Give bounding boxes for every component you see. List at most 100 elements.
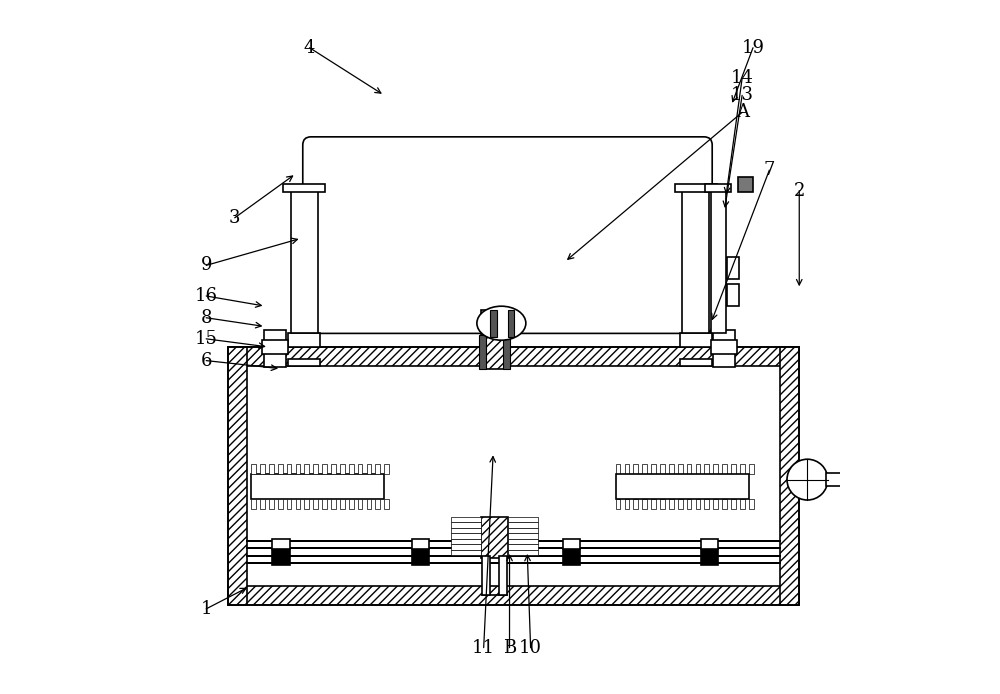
Bar bbox=[228, 586, 799, 605]
Text: 11: 11 bbox=[472, 638, 495, 657]
Bar bbox=[482, 556, 490, 595]
Bar bbox=[704, 500, 709, 509]
Bar bbox=[727, 257, 739, 279]
Bar bbox=[696, 464, 700, 473]
Bar bbox=[508, 517, 538, 523]
Bar bbox=[704, 464, 709, 473]
Text: 13: 13 bbox=[731, 86, 754, 104]
Text: 7: 7 bbox=[764, 161, 775, 179]
Bar bbox=[278, 500, 283, 509]
Bar bbox=[678, 500, 683, 509]
Text: 3: 3 bbox=[229, 209, 241, 227]
Bar bbox=[740, 464, 745, 473]
Bar bbox=[269, 500, 274, 509]
Bar bbox=[508, 544, 538, 550]
Bar bbox=[375, 464, 380, 473]
Bar bbox=[367, 500, 371, 509]
Bar bbox=[349, 464, 354, 473]
Bar bbox=[322, 464, 327, 473]
Bar bbox=[682, 191, 709, 333]
Bar bbox=[687, 464, 691, 473]
Bar bbox=[625, 464, 629, 473]
Bar bbox=[340, 500, 345, 509]
Bar bbox=[451, 539, 481, 544]
Bar bbox=[731, 500, 736, 509]
Bar bbox=[633, 464, 638, 473]
Text: 15: 15 bbox=[195, 330, 218, 348]
FancyBboxPatch shape bbox=[303, 137, 712, 333]
Bar bbox=[713, 500, 718, 509]
Bar bbox=[642, 464, 647, 473]
Ellipse shape bbox=[477, 306, 526, 340]
Bar bbox=[287, 464, 291, 473]
Bar bbox=[651, 500, 656, 509]
Bar bbox=[375, 500, 380, 509]
Bar bbox=[228, 347, 247, 605]
Text: A: A bbox=[736, 103, 749, 121]
Bar bbox=[228, 347, 799, 366]
Bar bbox=[749, 500, 754, 509]
Text: 4: 4 bbox=[304, 39, 315, 57]
Bar bbox=[384, 500, 389, 509]
Bar bbox=[358, 500, 362, 509]
Bar bbox=[262, 340, 288, 354]
Text: 10: 10 bbox=[519, 638, 542, 657]
Bar bbox=[660, 500, 665, 509]
Bar bbox=[705, 184, 731, 192]
Bar bbox=[713, 330, 735, 367]
Bar bbox=[625, 500, 629, 509]
Bar bbox=[283, 184, 325, 192]
Bar bbox=[451, 544, 481, 550]
Text: 19: 19 bbox=[742, 39, 765, 57]
Bar bbox=[490, 310, 497, 337]
Bar bbox=[508, 534, 538, 539]
Bar bbox=[304, 464, 309, 473]
Bar bbox=[826, 473, 841, 486]
Bar bbox=[260, 464, 265, 473]
Bar bbox=[313, 464, 318, 473]
Bar bbox=[367, 464, 371, 473]
Bar bbox=[296, 464, 300, 473]
Bar bbox=[451, 550, 481, 555]
Bar bbox=[349, 500, 354, 509]
Bar bbox=[331, 464, 336, 473]
Bar bbox=[272, 548, 290, 565]
Bar bbox=[479, 335, 486, 369]
Bar bbox=[749, 464, 754, 473]
Text: 14: 14 bbox=[731, 69, 754, 87]
Bar bbox=[669, 500, 674, 509]
Bar bbox=[740, 500, 745, 509]
Bar bbox=[503, 335, 510, 369]
Text: 8: 8 bbox=[200, 309, 212, 327]
Bar bbox=[680, 359, 712, 366]
Bar bbox=[713, 464, 718, 473]
Bar bbox=[678, 464, 683, 473]
Bar bbox=[451, 528, 481, 534]
Bar bbox=[251, 500, 256, 509]
Bar bbox=[660, 464, 665, 473]
Bar bbox=[313, 500, 318, 509]
Text: 1: 1 bbox=[200, 600, 212, 618]
Bar bbox=[451, 534, 481, 539]
Bar bbox=[291, 191, 318, 333]
Bar bbox=[727, 285, 739, 306]
Bar bbox=[722, 464, 727, 473]
Bar bbox=[701, 548, 718, 565]
Bar bbox=[563, 539, 580, 549]
Bar bbox=[738, 177, 753, 192]
Bar bbox=[278, 464, 283, 473]
Text: 16: 16 bbox=[195, 287, 218, 305]
Bar bbox=[499, 556, 507, 595]
Text: 9: 9 bbox=[200, 256, 212, 274]
Bar bbox=[616, 500, 620, 509]
Bar bbox=[251, 464, 256, 473]
Bar bbox=[451, 517, 481, 523]
Bar bbox=[642, 500, 647, 509]
Text: B: B bbox=[503, 638, 516, 657]
Bar bbox=[296, 500, 300, 509]
Bar bbox=[687, 500, 691, 509]
Bar bbox=[412, 548, 429, 565]
Bar bbox=[711, 191, 726, 333]
Bar bbox=[563, 548, 580, 565]
Bar bbox=[481, 517, 508, 558]
